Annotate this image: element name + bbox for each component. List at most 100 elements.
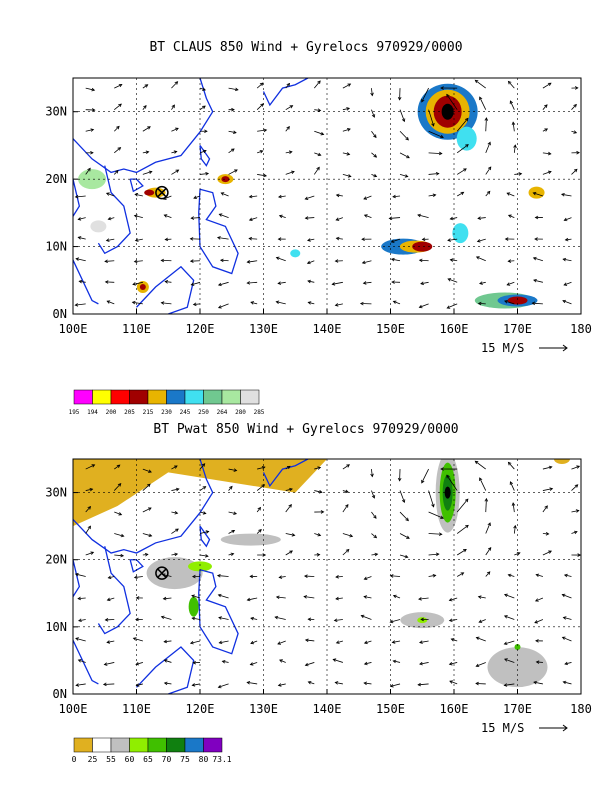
wind-vector-head [304,216,309,220]
wind-vector [447,238,458,241]
wind-vector-head [346,464,350,468]
shade-blob [452,223,469,244]
wind-vector [218,281,229,286]
wind-vector-head [191,574,196,579]
wind-vector [114,464,121,470]
wind-vector [336,237,343,240]
wind-vector [533,192,544,197]
wind-vector [134,576,143,578]
wind-vector [534,619,544,624]
wind-vector [428,173,439,175]
wind-vector-head [132,637,137,641]
wind-vector-head [317,152,322,157]
wind-vector-head [562,299,566,304]
wind-vector [228,130,237,134]
wind-vector-head [105,192,110,196]
colorbar-label: 230 [161,409,172,416]
wind-vector-head [532,256,537,261]
wind-vector [456,118,469,132]
wind-vector [508,462,515,470]
wind-vector [371,109,375,118]
wind-vector [314,152,321,156]
coastline [97,165,131,255]
wind-vector [308,681,315,685]
wind-vector-head [134,238,139,242]
wind-vector [418,683,429,686]
wind-vector [571,168,578,175]
colorbar-label: 73.1 [212,755,231,764]
wind-vector [507,281,515,286]
wind-vector-head [275,595,280,600]
coastline [73,559,99,685]
wind-vector-head [509,481,514,485]
wind-vector-head [174,552,179,557]
wind-vector [85,488,93,491]
wind-vector-head [573,530,578,535]
wind-vector [512,122,515,132]
wind-vector [228,553,234,556]
wind-vector-head [164,280,169,284]
wind-vector [218,617,229,620]
wind-vector [563,617,572,620]
wind-vector [75,195,86,198]
x-tick-label: 100E [59,322,88,336]
wind-vector [504,300,515,305]
wind-vector [504,640,515,645]
shade-blob [412,241,433,252]
wind-vector [113,483,122,491]
colorbar-label: 245 [180,409,191,416]
wind-vector-head [418,597,422,601]
wind-vector [533,279,543,283]
wind-vector-head [419,661,423,666]
wind-vector-head [548,550,552,554]
colorbar-swatch [92,737,112,753]
wind-vector-head [205,554,209,558]
wind-vector-head [248,194,253,199]
wind-vector [279,215,286,218]
wind-vector-head [320,510,325,514]
wind-vector [108,217,115,220]
wind-vector-head [307,617,312,622]
wind-vector-head [345,489,349,494]
wind-vector-head [534,598,539,602]
wind-vector-head [202,511,207,515]
wind-vector-head [561,636,566,640]
wind-vector [314,490,322,493]
wind-vector [134,215,143,218]
wind-vector-head [446,305,451,309]
wind-vector-head [547,82,552,87]
wind-vector-head [143,104,147,109]
wind-vector [571,510,579,513]
colorbar-swatch [240,389,260,405]
wind-vector-head [507,80,512,85]
wind-vector [364,662,372,665]
wind-vector-head [347,174,352,178]
wind-vector [277,640,286,645]
wind-vector-head [532,191,537,196]
wind-vector-head [191,683,196,687]
wind-vector-head [87,167,91,172]
wind-vector [371,490,375,499]
wind-vector-head [573,103,577,108]
wind-vector-head [175,487,180,492]
wind-vector-head [246,260,251,264]
wind-vector [571,465,580,470]
wind-vector [421,87,429,103]
wind-vector [142,507,152,513]
wind-vector-head [504,658,508,662]
wind-vector [171,127,179,132]
wind-vector [199,173,209,175]
wind-vector [104,662,115,665]
wind-vector-head [231,148,235,152]
wind-vector-head [120,553,125,558]
x-tick-label: 170E [503,322,532,336]
wind-vector-head [220,192,225,196]
wind-vector [76,258,86,262]
wind-vector-head [334,681,339,685]
wind-vector-head [475,636,480,641]
wind-vector-head [160,615,165,620]
wind-vector-head [484,117,489,121]
wind-vector-head [332,658,337,662]
colorbar-label: 55 [106,755,116,764]
x-tick-label: 180 [570,702,592,716]
